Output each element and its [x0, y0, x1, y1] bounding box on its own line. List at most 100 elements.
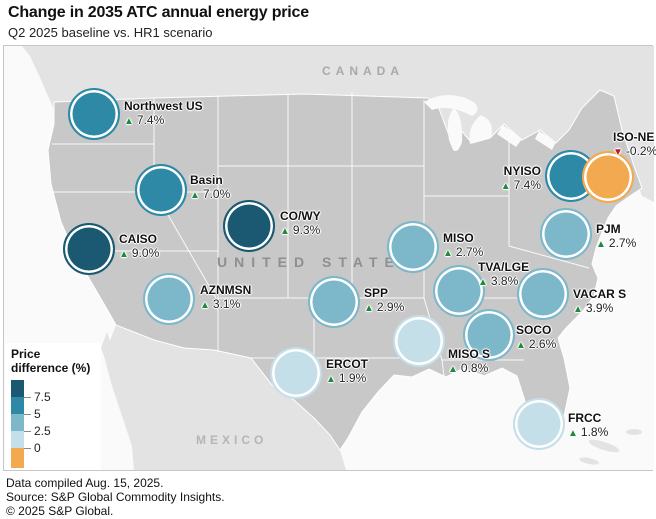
region-bubble — [308, 276, 360, 328]
region-value: ▲ 7.0% — [190, 187, 231, 201]
region-label: AZNMSN ▲ 3.1% — [200, 283, 251, 313]
region-bubble — [63, 223, 115, 275]
legend-segment-2 — [11, 414, 24, 431]
legend-tick-line — [24, 431, 31, 432]
region-label: SPP ▲ 2.9% — [364, 286, 404, 316]
region-name: AZNMSN — [200, 283, 252, 297]
region-name: NYISO — [503, 164, 541, 178]
legend-tick-line — [24, 397, 31, 398]
region-name: CAISO — [119, 232, 158, 246]
region-name: MISO S — [448, 347, 491, 361]
region-name: VACAR S — [573, 287, 627, 301]
region-bubble — [270, 347, 322, 399]
region-value: ▲ 2.7% — [596, 236, 637, 250]
baja-peninsula — [101, 332, 142, 434]
legend-tick-label: 7.5 — [34, 390, 51, 404]
region-value: ▲ 1.8% — [568, 425, 609, 439]
region-bubble — [135, 164, 187, 216]
trend-icon: ▲ — [124, 116, 134, 127]
trend-icon: ▲ — [364, 303, 374, 314]
legend-segment-3 — [11, 431, 24, 448]
region-bubble — [223, 200, 275, 252]
trend-icon: ▲ — [190, 190, 200, 201]
chart-subtitle: Q2 2025 baseline vs. HR1 scenario — [8, 25, 213, 40]
header: Change in 2035 ATC annual energy price Q… — [8, 4, 309, 40]
region-name: Basin — [190, 173, 223, 187]
legend-tick-label: 5 — [34, 407, 41, 421]
legend-tick-line — [24, 414, 31, 415]
region-value: ▲ 7.4% — [124, 113, 165, 127]
trend-icon: ▲ — [443, 248, 453, 259]
region-bubble — [463, 309, 515, 361]
region-value: ▲ 9.0% — [119, 246, 160, 260]
region-label: MISO S ▲ 0.8% — [448, 347, 490, 377]
region-bubble — [143, 273, 195, 325]
region-label: SOCO ▲ 2.6% — [516, 323, 556, 353]
legend-title: Price difference (%) — [11, 347, 90, 375]
chart-title: Change in 2035 ATC annual energy price — [8, 4, 309, 21]
us-energy-map: CANADA UNITED STATES MEXICO Northwest US… — [3, 45, 656, 471]
region-name: SOCO — [516, 323, 552, 337]
region-bubble — [433, 265, 485, 317]
region-value: ▲ 1.9% — [326, 371, 367, 385]
region-label: VACAR S ▲ 3.9% — [573, 287, 626, 317]
region-value: ▲ 3.8% — [478, 274, 519, 288]
trend-icon: ▲ — [596, 239, 606, 250]
island — [588, 439, 620, 453]
trend-icon: ▲ — [568, 428, 578, 439]
footer-source: Source: S&P Global Commodity Insights. — [6, 490, 225, 504]
region-name: MISO — [443, 231, 474, 245]
island — [626, 429, 642, 435]
region-label: PJM ▲ 2.7% — [596, 222, 636, 252]
footer: Data compiled Aug. 15, 2025. Source: S&P… — [6, 476, 225, 518]
trend-icon: ▼ — [613, 147, 623, 158]
legend-segment-4 — [11, 448, 24, 468]
region-bubble — [387, 221, 439, 273]
region-value: ▲ 2.6% — [516, 337, 557, 351]
legend-title-line1: Price — [11, 347, 41, 361]
region-name: TVA/LGE — [478, 260, 530, 274]
trend-icon: ▲ — [573, 304, 583, 315]
mexico-shape — [104, 325, 346, 470]
region-value: ▲ 2.9% — [364, 300, 405, 314]
region-name: Northwest US — [124, 99, 203, 113]
legend-tick-line — [24, 448, 31, 449]
region-label: Basin ▲ 7.0% — [190, 173, 230, 203]
region-name: ERCOT — [326, 357, 368, 371]
region-label: CO/WY ▲ 9.3% — [280, 209, 321, 239]
region-label: NYISO ▲ 7.4% — [501, 164, 541, 194]
region-value: ▼ -0.2% — [613, 144, 656, 158]
region-value: ▲ 2.7% — [443, 245, 484, 259]
united-states-label: UNITED STATES — [217, 254, 418, 270]
mexico-label: MEXICO — [196, 433, 268, 447]
region-name: PJM — [596, 222, 621, 236]
region-value: ▲ 3.1% — [200, 297, 241, 311]
region-label: FRCC ▲ 1.8% — [568, 411, 608, 441]
map-base-svg — [4, 46, 654, 470]
trend-icon: ▲ — [478, 277, 488, 288]
trend-icon: ▲ — [500, 181, 511, 192]
canada-label: CANADA — [322, 64, 404, 78]
great-lakes — [424, 95, 556, 151]
region-name: SPP — [364, 286, 389, 300]
footer-copyright: © 2025 S&P Global. — [6, 504, 114, 518]
region-value: ▲ 7.4% — [500, 178, 541, 192]
legend-color-scale — [11, 380, 24, 468]
region-name: ISO-NE — [613, 130, 655, 144]
legend-segment-0 — [11, 380, 24, 397]
legend-tick-label: 0 — [34, 441, 41, 455]
region-bubble — [513, 398, 565, 450]
trend-icon: ▲ — [119, 249, 129, 260]
legend-segment-1 — [11, 397, 24, 414]
region-name: FRCC — [568, 411, 602, 425]
legend-tick-label: 2.5 — [34, 424, 51, 438]
trend-icon: ▲ — [448, 364, 458, 375]
trend-icon: ▲ — [200, 300, 210, 311]
region-label: MISO ▲ 2.7% — [443, 231, 483, 261]
trend-icon: ▲ — [516, 340, 526, 351]
region-value: ▲ 0.8% — [448, 361, 489, 375]
region-bubble — [68, 88, 120, 140]
region-bubble — [393, 315, 445, 367]
region-value: ▲ 9.3% — [280, 223, 321, 237]
